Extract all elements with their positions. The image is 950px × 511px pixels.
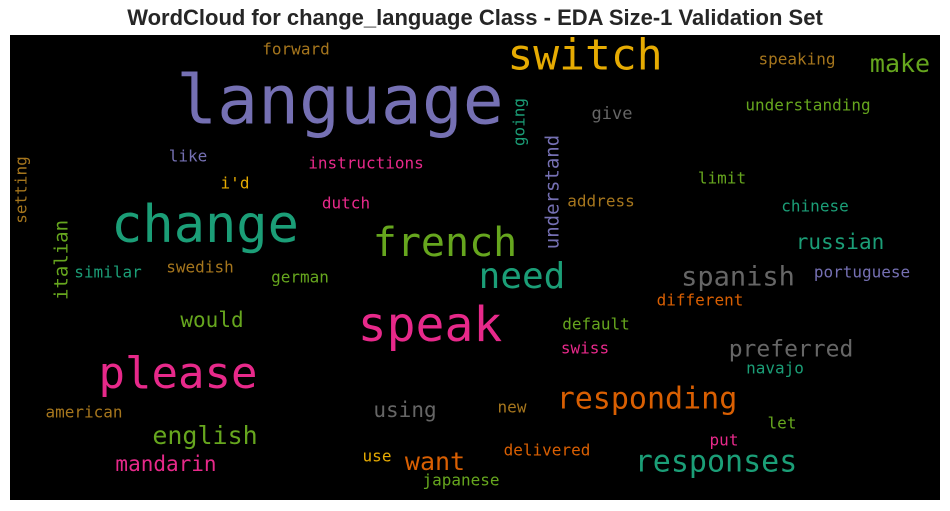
word: responding — [557, 382, 738, 417]
word: english — [152, 421, 257, 450]
word: understanding — [745, 96, 870, 115]
word: russian — [796, 230, 885, 254]
word: give — [592, 104, 633, 124]
word: chinese — [781, 197, 848, 216]
word: use — [363, 447, 392, 466]
word: setting — [12, 156, 31, 223]
word: would — [180, 308, 243, 332]
word: different — [657, 291, 744, 310]
word: i'd — [221, 174, 250, 193]
word: limit — [698, 169, 746, 188]
word: going — [510, 98, 529, 146]
word: put — [710, 431, 739, 450]
word: let — [768, 414, 797, 433]
word: french — [373, 220, 518, 266]
word: understand — [542, 135, 564, 249]
word: default — [562, 315, 629, 334]
word: german — [271, 268, 329, 287]
word: make — [870, 49, 930, 78]
word: american — [45, 403, 122, 422]
word: responses — [635, 445, 798, 480]
word: similar — [74, 263, 142, 282]
word: using — [373, 398, 436, 422]
word: swiss — [561, 339, 609, 358]
word: change — [111, 195, 299, 255]
chart-title: WordCloud for change_language Class - ED… — [127, 5, 823, 30]
word: speaking — [758, 50, 835, 69]
word: swedish — [166, 258, 233, 277]
word: please — [99, 348, 258, 399]
word: language — [176, 62, 504, 141]
word: need — [479, 256, 566, 297]
word: mandarin — [115, 452, 216, 476]
word: want — [405, 447, 465, 476]
word: forward — [262, 40, 329, 59]
word: portuguese — [814, 263, 910, 282]
word: speak — [358, 297, 503, 353]
word: delivered — [504, 441, 591, 460]
cloud-background — [10, 35, 940, 500]
word: dutch — [322, 194, 370, 213]
word: japanese — [422, 471, 499, 490]
word: preferred — [729, 337, 854, 363]
word: navajo — [746, 359, 804, 378]
word: instructions — [308, 154, 424, 173]
word: switch — [507, 31, 662, 81]
word: italian — [51, 220, 73, 300]
word: address — [567, 192, 634, 211]
word: spanish — [681, 262, 795, 293]
word: new — [498, 398, 527, 417]
word: like — [169, 147, 208, 166]
